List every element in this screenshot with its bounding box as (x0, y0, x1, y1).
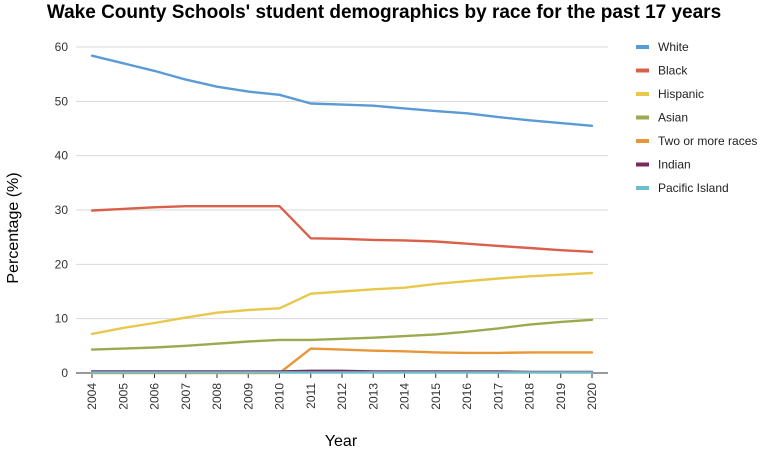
x-tick-label: 2006 (148, 383, 162, 410)
legend-swatch-white (636, 45, 649, 49)
legend-label-two-or-more-races: Two or more races (658, 134, 757, 148)
legend-swatch-pacific-island (636, 186, 649, 190)
series-line-asian (90, 318, 594, 351)
legend-label-white: White (658, 40, 689, 54)
legend-swatch-indian (636, 162, 649, 167)
series-line-hispanic (90, 271, 594, 336)
series-lines (90, 54, 594, 375)
x-tick-label: 2017 (491, 383, 505, 410)
x-axis-label: Year (325, 433, 358, 450)
legend-swatch-black (636, 68, 649, 73)
gridlines (76, 46, 608, 320)
x-tick-label: 2016 (460, 383, 474, 410)
x-tick-label: 2008 (210, 383, 224, 410)
y-tick-label: 10 (55, 312, 69, 326)
legend: White Black Hispanic Asian Two or more races… (636, 40, 757, 195)
y-tick-label: 60 (55, 40, 69, 54)
y-tick-label: 50 (55, 94, 69, 108)
legend-label-indian: Indian (658, 158, 691, 172)
y-tick-label: 30 (55, 203, 69, 217)
y-tick-label: 0 (61, 366, 68, 380)
x-tick-label: 2018 (523, 383, 537, 410)
chart-title: Wake County Schools' student demographic… (47, 2, 721, 23)
series-line-black (90, 204, 594, 254)
legend-swatch-two-or-more-races (636, 139, 649, 143)
x-axis-ticks: 2004 2005 2006 2007 2008 2009 2010 2011 2012 2013… (85, 373, 599, 410)
x-tick-label: 2020 (585, 383, 599, 410)
x-tick-label: 2014 (398, 383, 412, 410)
x-tick-label: 2011 (304, 383, 318, 409)
y-axis-label: Percentage (%) (5, 172, 22, 283)
x-tick-label: 2013 (366, 383, 380, 410)
series-line-two-or-more-races (90, 347, 594, 375)
x-tick-label: 2012 (335, 383, 349, 410)
y-tick-label: 20 (55, 257, 69, 271)
x-tick-label: 2010 (273, 383, 287, 410)
legend-swatch-asian (636, 115, 649, 120)
legend-label-asian: Asian (658, 111, 688, 125)
legend-label-hispanic: Hispanic (658, 87, 704, 101)
x-tick-label: 2009 (241, 383, 255, 410)
y-tick-label: 40 (55, 149, 69, 163)
legend-swatch-hispanic (636, 92, 649, 96)
legend-label-black: Black (658, 64, 688, 78)
legend-label-pacific-island: Pacific Island (658, 181, 729, 195)
x-tick-label: 2005 (116, 383, 130, 410)
x-tick-label: 2007 (179, 383, 193, 410)
x-tick-label: 2019 (554, 383, 568, 410)
x-tick-label: 2015 (429, 383, 443, 410)
y-axis-ticks: 0 10 20 30 40 50 60 (55, 40, 69, 380)
series-line-white (90, 54, 594, 128)
x-tick-label: 2004 (85, 383, 99, 410)
